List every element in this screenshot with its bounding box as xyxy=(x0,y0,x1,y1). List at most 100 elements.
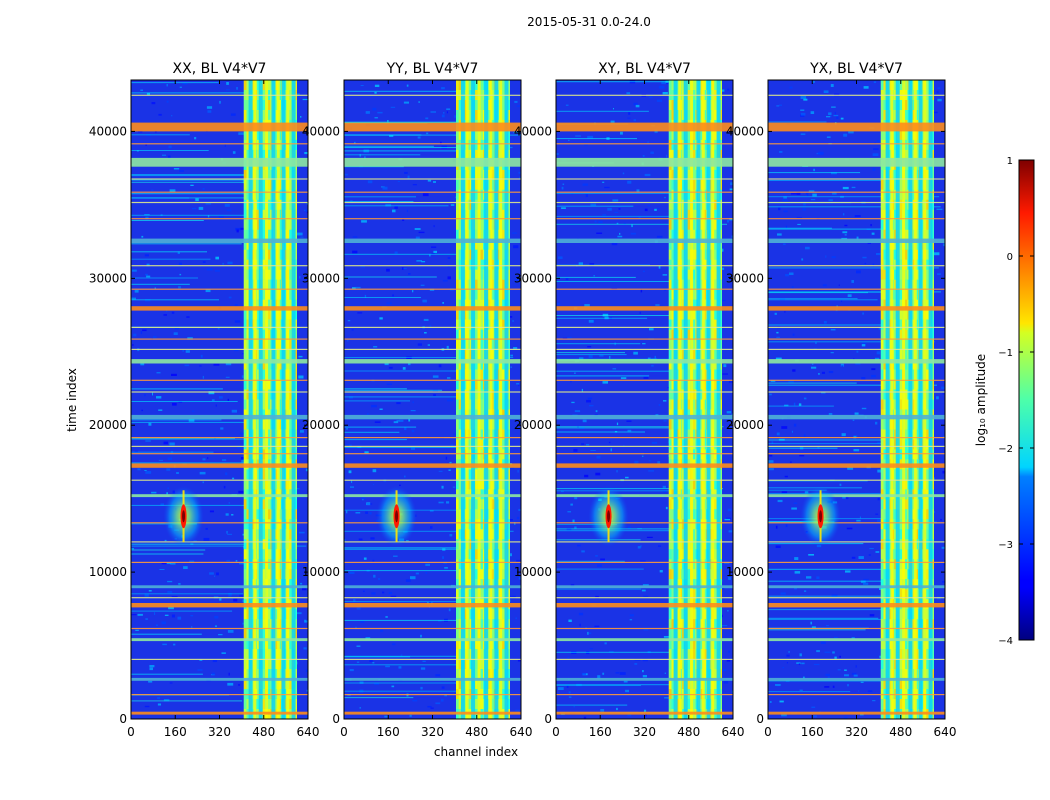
x-tick-label: 640 xyxy=(510,725,533,739)
flagged-line xyxy=(344,326,521,328)
flagged-line xyxy=(768,445,945,447)
flagged-band xyxy=(131,463,308,468)
flagged-line xyxy=(556,597,733,599)
rfi-texture xyxy=(880,80,934,719)
colorbar-gradient xyxy=(1018,159,1035,641)
flagged-line xyxy=(131,445,308,447)
colorbar-tick-label: −4 xyxy=(998,636,1013,647)
flagged-line xyxy=(344,658,521,660)
flagged-line xyxy=(768,379,945,381)
flagged-line xyxy=(768,627,945,630)
flagged-band xyxy=(768,711,945,715)
flagged-line xyxy=(556,522,733,524)
flagged-band xyxy=(131,494,308,498)
flagged-line xyxy=(768,191,945,193)
source-core xyxy=(395,510,399,523)
flagged-band xyxy=(131,157,308,167)
flagged-line xyxy=(344,178,521,180)
flagged-band xyxy=(556,157,733,167)
x-tick-label: 160 xyxy=(164,725,187,739)
flagged-line xyxy=(131,479,308,481)
flagged-line xyxy=(131,143,308,145)
flagged-line xyxy=(556,391,733,393)
flagged-line xyxy=(556,658,733,660)
flagged-band xyxy=(556,463,733,468)
x-tick-label: 0 xyxy=(340,725,348,739)
panel-title: YX, BL V4*V7 xyxy=(809,61,903,77)
y-tick-label: 10000 xyxy=(726,565,764,579)
flagged-band xyxy=(556,359,733,364)
x-tick-label: 320 xyxy=(633,725,656,739)
x-tick-label: 320 xyxy=(421,725,444,739)
flagged-line xyxy=(131,391,308,393)
flagged-line xyxy=(344,379,521,381)
flagged-line xyxy=(131,265,308,267)
flagged-band xyxy=(556,238,733,243)
flagged-band xyxy=(768,122,945,132)
source-core xyxy=(819,510,823,523)
flagged-band xyxy=(556,603,733,608)
flagged-line xyxy=(768,453,945,455)
flagged-band xyxy=(131,638,308,642)
rfi-texture xyxy=(243,80,297,719)
flagged-line xyxy=(768,218,945,220)
y-tick-label: 0 xyxy=(756,712,764,726)
flagged-line xyxy=(344,437,521,439)
y-axis-label: time index xyxy=(65,368,79,432)
y-tick-label: 20000 xyxy=(302,418,340,432)
flagged-line xyxy=(768,326,945,328)
rfi-texture xyxy=(456,80,510,719)
flagged-line xyxy=(131,379,308,381)
x-tick-label: 320 xyxy=(845,725,868,739)
flagged-line xyxy=(768,265,945,267)
flagged-line xyxy=(344,453,521,455)
rfi-texture xyxy=(668,80,722,719)
flagged-line xyxy=(768,201,945,204)
panel-3: XY, BL V4*V7 0 160 320 480 640 0 10000 20000 3000… xyxy=(514,61,745,739)
flagged-line xyxy=(556,338,733,340)
x-tick-label: 320 xyxy=(208,725,231,739)
flagged-band xyxy=(768,463,945,468)
flagged-line xyxy=(131,288,308,290)
y-tick-label: 30000 xyxy=(89,271,127,285)
y-tick-label: 40000 xyxy=(302,124,340,138)
flagged-line xyxy=(768,437,945,439)
flagged-line xyxy=(344,265,521,267)
flagged-line xyxy=(131,627,308,630)
flagged-band xyxy=(768,359,945,364)
flagged-line xyxy=(768,694,945,696)
flagged-line xyxy=(768,178,945,180)
x-tick-label: 640 xyxy=(934,725,957,739)
y-tick-label: 20000 xyxy=(726,418,764,432)
flagged-band xyxy=(344,603,521,608)
flagged-line xyxy=(556,627,733,630)
flagged-line xyxy=(131,694,308,696)
flagged-band xyxy=(768,603,945,608)
flagged-band xyxy=(131,603,308,608)
flagged-line xyxy=(131,597,308,599)
flagged-band xyxy=(131,359,308,364)
flagged-band xyxy=(344,414,521,420)
flagged-line xyxy=(768,288,945,290)
colorbar-tick-label: −3 xyxy=(998,540,1013,551)
colorbar-label: log₁₀ amplitude xyxy=(974,354,988,446)
x-tick-label: 0 xyxy=(552,725,560,739)
flagged-band xyxy=(768,494,945,498)
flagged-band xyxy=(768,638,945,642)
flagged-line xyxy=(556,218,733,220)
flagged-line xyxy=(556,178,733,180)
panel-title: XX, BL V4*V7 xyxy=(173,61,267,77)
flagged-band xyxy=(344,238,521,243)
flagged-line xyxy=(556,326,733,328)
flagged-line xyxy=(556,445,733,447)
flagged-line xyxy=(556,541,733,543)
flagged-line xyxy=(344,479,521,481)
colorbar-tick-label: 1 xyxy=(1007,156,1013,167)
flagged-band xyxy=(768,157,945,167)
flagged-band xyxy=(344,463,521,468)
flagged-line xyxy=(768,94,945,96)
heatmap-image xyxy=(344,80,521,719)
flagged-band xyxy=(768,306,945,311)
y-tick-label: 30000 xyxy=(514,271,552,285)
